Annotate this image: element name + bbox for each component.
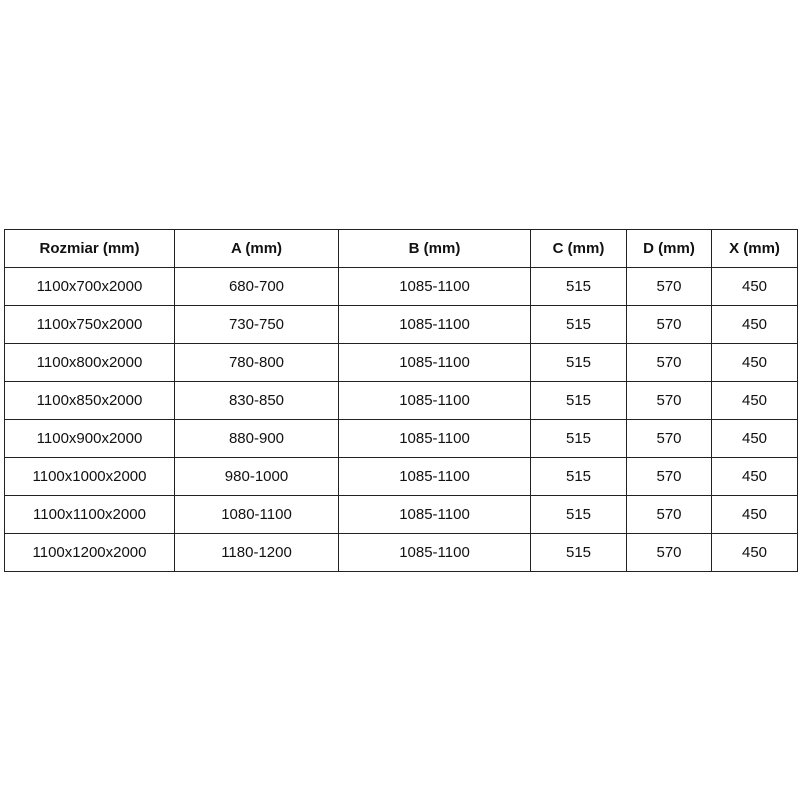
table-cell: 1085-1100 (338, 305, 531, 344)
table-cell: 1100x1200x2000 (4, 533, 175, 572)
table-cell: 1100x700x2000 (4, 267, 175, 306)
table-cell: 450 (711, 495, 798, 534)
table-cell: 1100x850x2000 (4, 381, 175, 420)
column-header: D (mm) (626, 229, 712, 268)
table-row: 1100x850x2000 830-850 1085-1100 515 570 450 (4, 381, 798, 420)
table-cell: 515 (530, 381, 627, 420)
table-cell: 570 (626, 533, 712, 572)
table-cell: 1100x800x2000 (4, 343, 175, 382)
column-header: B (mm) (338, 229, 531, 268)
table-cell: 515 (530, 533, 627, 572)
column-header: C (mm) (530, 229, 627, 268)
table-cell: 1180-1200 (174, 533, 339, 572)
table-cell: 680-700 (174, 267, 339, 306)
table-cell: 1100x1000x2000 (4, 457, 175, 496)
dimensions-table: Rozmiar (mm) A (mm) B (mm) C (mm) D (mm) X (m… (4, 229, 798, 572)
table-cell: 570 (626, 305, 712, 344)
table-cell: 1085-1100 (338, 533, 531, 572)
table-cell: 570 (626, 495, 712, 534)
table-row: 1100x1100x2000 1080-1100 1085-1100 515 570 45… (4, 495, 798, 534)
table-cell: 980-1000 (174, 457, 339, 496)
table-cell: 1085-1100 (338, 381, 531, 420)
table-cell: 450 (711, 457, 798, 496)
table-row: 1100x800x2000 780-800 1085-1100 515 570 450 (4, 343, 798, 382)
table-cell: 570 (626, 267, 712, 306)
table-cell: 515 (530, 305, 627, 344)
table-row: 1100x1200x2000 1180-1200 1085-1100 515 570 45… (4, 533, 798, 572)
table-cell: 450 (711, 533, 798, 572)
table-cell: 1085-1100 (338, 343, 531, 382)
table-cell: 570 (626, 457, 712, 496)
table-cell: 1100x1100x2000 (4, 495, 175, 534)
table-row: 1100x750x2000 730-750 1085-1100 515 570 450 (4, 305, 798, 344)
table-cell: 1085-1100 (338, 495, 531, 534)
table-cell: 730-750 (174, 305, 339, 344)
table-cell: 450 (711, 305, 798, 344)
table-cell: 1100x750x2000 (4, 305, 175, 344)
table-cell: 515 (530, 267, 627, 306)
table-cell: 570 (626, 381, 712, 420)
table-cell: 570 (626, 419, 712, 458)
table-cell: 830-850 (174, 381, 339, 420)
table-cell: 1100x900x2000 (4, 419, 175, 458)
header-row: Rozmiar (mm) A (mm) B (mm) C (mm) D (mm) X (m… (4, 229, 798, 268)
table-cell: 1085-1100 (338, 457, 531, 496)
table-cell: 1085-1100 (338, 267, 531, 306)
column-header: Rozmiar (mm) (4, 229, 175, 268)
table-cell: 1080-1100 (174, 495, 339, 534)
table-row: 1100x900x2000 880-900 1085-1100 515 570 450 (4, 419, 798, 458)
table-cell: 515 (530, 343, 627, 382)
table-cell: 515 (530, 495, 627, 534)
table-cell: 1085-1100 (338, 419, 531, 458)
table-cell: 450 (711, 343, 798, 382)
table-row: 1100x700x2000 680-700 1085-1100 515 570 450 (4, 267, 798, 306)
table-cell: 880-900 (174, 419, 339, 458)
table-cell: 450 (711, 419, 798, 458)
table-cell: 515 (530, 419, 627, 458)
table-cell: 450 (711, 381, 798, 420)
table-cell: 570 (626, 343, 712, 382)
column-header: A (mm) (174, 229, 339, 268)
table-row: 1100x1000x2000 980-1000 1085-1100 515 570 450 (4, 457, 798, 496)
table-cell: 515 (530, 457, 627, 496)
column-header: X (mm) (711, 229, 798, 268)
table-cell: 450 (711, 267, 798, 306)
table-cell: 780-800 (174, 343, 339, 382)
